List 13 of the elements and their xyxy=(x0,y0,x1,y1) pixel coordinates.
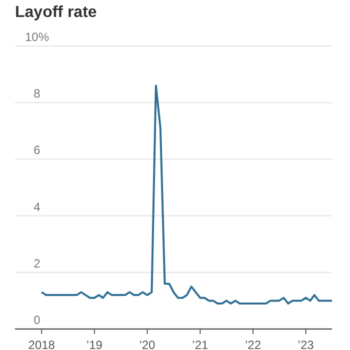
y-tick-label: 8 xyxy=(34,86,41,101)
x-tick-label: ’20 xyxy=(139,338,156,350)
chart-title: Layoff rate xyxy=(15,4,97,21)
x-tick-label: ’22 xyxy=(244,338,262,350)
y-tick-label: 0 xyxy=(34,313,41,327)
y-tick-label: 2 xyxy=(34,256,41,270)
x-tick-label: 2018 xyxy=(28,338,56,350)
y-tick-label: 10% xyxy=(24,30,50,44)
x-tick-label: ’23 xyxy=(298,338,314,350)
x-tick-label: ’19 xyxy=(86,338,103,350)
y-tick-label: 6 xyxy=(34,143,41,158)
y-tick-label: 4 xyxy=(34,200,41,214)
x-tick-label: ’21 xyxy=(192,338,209,350)
